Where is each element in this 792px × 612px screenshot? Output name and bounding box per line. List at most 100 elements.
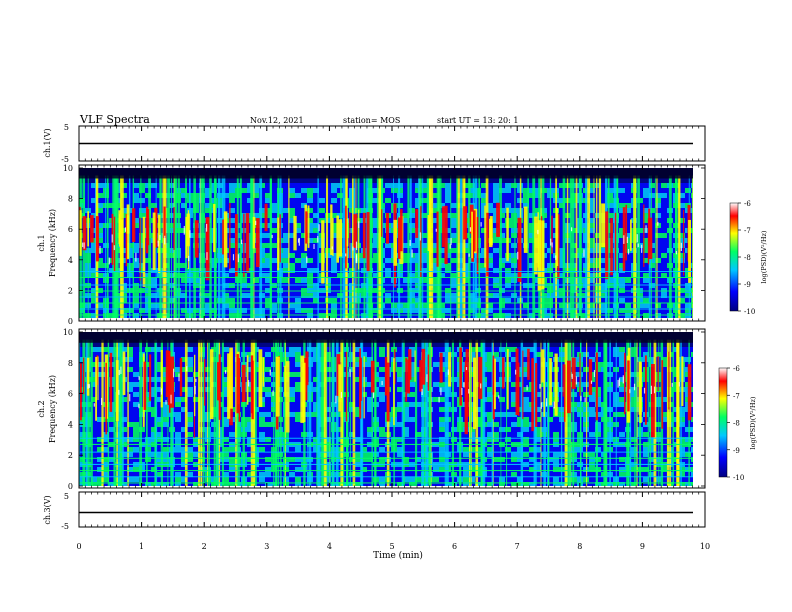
spectrogram-cell xyxy=(97,412,103,417)
spectrogram-cell xyxy=(301,308,307,313)
spectrogram-cell xyxy=(175,372,181,377)
spectrogram-cell xyxy=(139,402,145,407)
spectrogram-core xyxy=(506,207,509,262)
spectrogram-cell xyxy=(283,183,289,188)
spectrogram-cell xyxy=(499,228,505,233)
spectrogram-cell xyxy=(373,298,379,303)
spectrogram-cell xyxy=(421,193,427,198)
spectrogram-cell xyxy=(133,268,139,273)
spectrogram-core xyxy=(614,212,617,271)
spectrogram-cell xyxy=(181,208,187,213)
spectrogram-cell xyxy=(655,213,661,218)
spectrogram-cell xyxy=(655,218,661,223)
spectrogram-cell xyxy=(205,397,211,402)
spectrogram-cell xyxy=(661,278,667,283)
spectrogram-cell xyxy=(265,342,271,347)
spectrogram-cell xyxy=(79,213,85,218)
spectrogram-cell xyxy=(607,223,613,228)
spectrogram-cell xyxy=(301,233,307,238)
spectrogram-cell xyxy=(283,198,289,203)
spectrogram-cell xyxy=(691,303,693,308)
spectrogram-speck xyxy=(317,236,319,243)
spectrogram-cell xyxy=(271,248,277,253)
spectrogram-cell xyxy=(181,273,187,278)
spectrogram-cell xyxy=(133,397,139,402)
spectrogram-cell xyxy=(277,392,283,397)
spectrogram-cell xyxy=(289,377,295,382)
spectrogram-cell xyxy=(307,213,313,218)
spectrogram-cell xyxy=(607,268,613,273)
spectrogram-cell xyxy=(133,198,139,203)
spectrogram-cell xyxy=(139,397,145,402)
spectrogram-cell xyxy=(451,303,457,308)
spectrogram-cell xyxy=(79,387,85,392)
spectrogram-cell xyxy=(559,228,565,233)
spectrogram-cell xyxy=(277,467,283,472)
spectrogram-streak xyxy=(462,175,465,318)
spectrogram-cell xyxy=(229,238,235,243)
spectrogram-cell xyxy=(91,273,97,278)
spectrogram-cell xyxy=(205,298,211,303)
spectrogram-streak xyxy=(634,175,637,318)
spectrogram-cell xyxy=(637,303,643,308)
spectrogram-cell xyxy=(169,248,175,253)
spectrogram-cell xyxy=(385,263,391,268)
spectrogram-cell xyxy=(103,457,109,462)
spectrogram-cell xyxy=(145,372,151,377)
spectrogram-cell xyxy=(265,407,271,412)
spectrogram-cell xyxy=(169,238,175,243)
spectrogram-cell xyxy=(259,437,265,442)
spectrogram-cell xyxy=(589,213,595,218)
spectrogram-cell xyxy=(523,183,529,188)
spectrogram-cell xyxy=(319,308,325,313)
spectrogram-cell xyxy=(265,213,271,218)
spectrogram-cell xyxy=(331,243,337,248)
spectrogram-cell xyxy=(139,243,145,248)
spectrogram-cell xyxy=(313,278,319,283)
spectrogram-cell xyxy=(691,293,693,298)
spectrogram-cell xyxy=(163,482,169,486)
spectrogram-cell xyxy=(247,218,253,223)
spectrogram-cell xyxy=(463,258,469,263)
spectrogram-cell xyxy=(421,178,427,183)
spectrogram-cell xyxy=(289,298,295,303)
spectrogram-cell xyxy=(559,253,565,258)
spectrogram-cell xyxy=(469,268,475,273)
spectrogram-cell xyxy=(313,298,319,303)
spectrogram-cell xyxy=(181,377,187,382)
spectrogram-cell xyxy=(91,198,97,203)
spectrogram-cell xyxy=(193,193,199,198)
spectrogram-streak xyxy=(575,175,578,318)
spectrogram-cell xyxy=(595,238,601,243)
spectrogram-streak xyxy=(514,175,516,318)
spectrogram-streak xyxy=(188,175,191,318)
spectrogram-cell xyxy=(121,278,127,283)
spectrogram-cell xyxy=(247,213,253,218)
spectrogram-cell xyxy=(91,467,97,472)
spectrogram-cell xyxy=(619,263,625,268)
spectrogram-cell xyxy=(487,248,493,253)
spectrogram-speck xyxy=(111,234,113,243)
spectrogram-cell xyxy=(301,258,307,263)
spectrogram-cell xyxy=(313,263,319,268)
spectrogram-cell xyxy=(289,233,295,238)
spectrogram-cell xyxy=(679,278,685,283)
spectrogram-cell xyxy=(691,188,693,193)
spectrogram-cell xyxy=(487,203,493,208)
spectrogram-cell xyxy=(619,238,625,243)
spectrogram-cell xyxy=(661,238,667,243)
spectrogram-cell xyxy=(259,452,265,457)
spectrogram-cell xyxy=(277,432,283,437)
spectrogram-cell xyxy=(589,183,595,188)
spectrogram-cell xyxy=(313,213,319,218)
spectrogram-cell xyxy=(187,392,193,397)
spectrogram-cell xyxy=(463,188,469,193)
spectrogram-cell xyxy=(187,372,193,377)
spectrogram-cell xyxy=(445,178,451,183)
spectrogram-cell xyxy=(403,278,409,283)
spectrogram-cell xyxy=(409,233,415,238)
spectrogram-cell xyxy=(445,208,451,213)
spectrogram-cell xyxy=(193,472,199,477)
spectrogram-cell xyxy=(271,258,277,263)
spectrogram-cell xyxy=(91,417,97,422)
